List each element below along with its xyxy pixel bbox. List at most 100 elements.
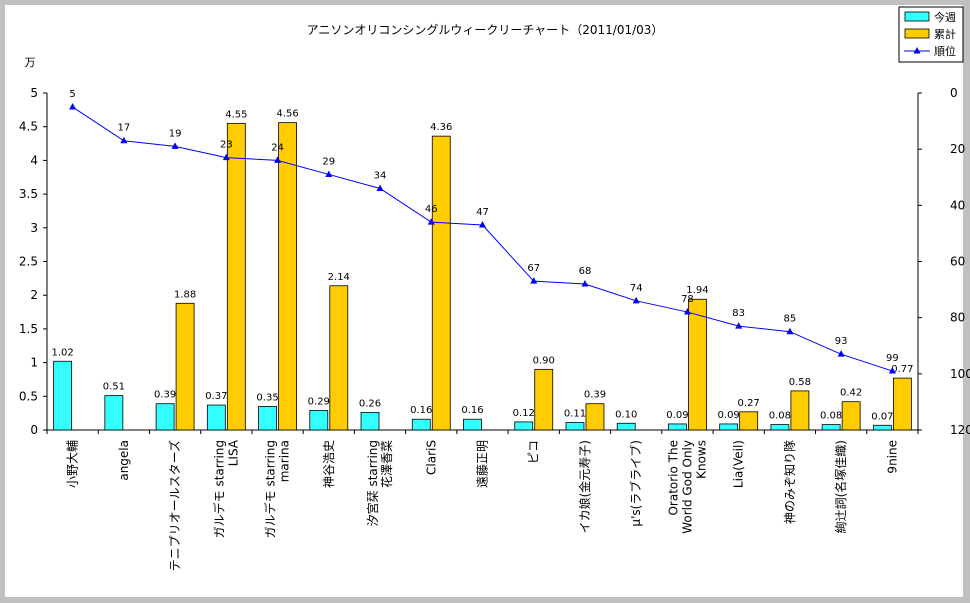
total-bar	[790, 390, 810, 431]
x-tick-label: ガルデモ starringmarina	[263, 440, 292, 538]
rank-label: 29	[322, 156, 335, 167]
y2-tick-label: 120	[950, 423, 970, 437]
x-tick-label: ガルデモ starringLISA	[211, 439, 240, 538]
rank-label: 5	[69, 89, 75, 100]
legend-swatch	[904, 11, 930, 22]
x-tick-label: イカ娘(金元寿子)	[577, 440, 592, 533]
legend-swatch	[904, 28, 930, 39]
rank-marker	[325, 170, 333, 177]
weekly-bar	[770, 424, 790, 431]
x-tick-label: μ's(ラブライブ)	[628, 440, 643, 527]
x-tick-label: 絢辻詞(名塚佳織)	[833, 440, 848, 533]
x-tick-label: 神谷浩史	[322, 440, 336, 488]
y-tick-label: 3.5	[19, 187, 38, 201]
x-tick-label: テニプリオールスターズ	[167, 440, 182, 571]
y-tick-label: 5	[30, 86, 38, 100]
rank-marker	[376, 184, 384, 191]
weekly-bar-label: 0.39	[154, 390, 176, 401]
total-bar-label: 0.90	[533, 355, 555, 366]
rank-marker	[735, 322, 743, 329]
y2-tick-label: 40	[950, 198, 965, 212]
total-bar	[534, 368, 554, 431]
rank-label: 23	[220, 140, 233, 151]
weekly-bar	[309, 410, 329, 431]
weekly-bar	[360, 412, 380, 431]
y-tick-label: 1.5	[19, 322, 38, 336]
legend-label: 順位	[934, 44, 956, 58]
y-axis-label: 万	[25, 56, 36, 69]
y-tick-label: 0.5	[19, 389, 38, 403]
weekly-bar-label: 0.26	[359, 398, 381, 409]
weekly-bar	[206, 404, 226, 431]
total-bar-label: 0.42	[840, 388, 862, 399]
x-tick-label: ピコ	[527, 440, 541, 464]
y-tick-label: 4.5	[19, 120, 38, 134]
weekly-bar-label: 0.08	[769, 411, 791, 422]
rank-line-series: 5 17 19 23 24 29 34 46 47 67 68 74 78 83 85 93 99	[69, 89, 899, 374]
total-bar	[688, 298, 707, 431]
y-tick-label: 1	[30, 356, 38, 370]
total-bar-label: 0.77	[891, 364, 913, 375]
x-tick-label: angela	[117, 440, 131, 481]
rank-label: 85	[784, 314, 797, 325]
total-bar	[278, 122, 297, 431]
total-bar-label: 1.94	[686, 285, 708, 296]
x-tick-label: 小野大輔	[66, 440, 80, 488]
weekly-bar	[258, 406, 277, 431]
y2-tick-label: 60	[950, 255, 965, 269]
y2-tick-label: 100	[950, 367, 970, 381]
weekly-bar	[155, 403, 175, 431]
x-tick-label: Oratorio TheWorld God OnlyKnows	[666, 440, 708, 534]
rank-marker	[837, 350, 845, 357]
y-tick-label: 4	[30, 153, 38, 167]
x-tick-label: 汐宮栞 starring花澤香菜	[365, 440, 394, 526]
total-bar-label: 0.27	[738, 398, 760, 409]
weekly-bar	[514, 421, 534, 431]
weekly-bar-label: 1.02	[51, 347, 73, 358]
x-tick-label: ClariS	[424, 440, 438, 475]
weekly-bar-label: 0.35	[256, 392, 278, 403]
weekly-bar-label: 0.29	[308, 396, 330, 407]
weekly-bar	[616, 422, 636, 431]
rank-label: 24	[271, 142, 284, 153]
rank-marker	[120, 136, 128, 144]
total-bar-label: 2.14	[328, 272, 350, 283]
total-bar	[226, 122, 246, 431]
rank-label: 47	[476, 207, 489, 218]
weekly-bar-label: 0.09	[718, 410, 740, 421]
total-bar	[431, 135, 451, 431]
bar-series: 1.02 0.51 0.39 0.37 0.35 0.29 0.26 0.16 0.16 0.12…	[51, 109, 914, 431]
weekly-bar-label: 0.12	[513, 408, 535, 419]
total-bar	[329, 285, 349, 431]
y2-tick-label: 80	[950, 311, 965, 325]
rank-marker	[581, 279, 589, 287]
rank-label: 46	[425, 204, 438, 215]
rank-label: 19	[169, 128, 182, 139]
rank-label: 99	[886, 353, 899, 364]
weekly-bar-label: 0.10	[615, 409, 637, 420]
chart-title: アニソンオリコンシングルウィークリーチャート（2011/01/03）	[307, 23, 664, 37]
x-tick-label: Lia(Veil)	[732, 440, 746, 488]
rank-marker	[479, 220, 486, 228]
legend-marker	[913, 47, 921, 54]
rank-label: 17	[117, 123, 130, 134]
legend-label: 累計	[934, 27, 956, 41]
y-tick-label: 0	[30, 423, 38, 437]
rank-line	[72, 106, 893, 372]
total-bar-label: 0.58	[789, 377, 811, 388]
weekly-bar-label: 0.09	[666, 410, 688, 421]
total-bar	[892, 377, 912, 431]
rank-label: 34	[374, 170, 387, 181]
rank-marker	[427, 218, 435, 225]
rank-label: 68	[579, 266, 592, 277]
rank-marker	[632, 296, 640, 304]
rank-marker	[786, 327, 794, 335]
legend-label: 今週	[934, 10, 956, 24]
total-bar-label: 4.56	[276, 109, 298, 120]
chart-background	[5, 5, 963, 597]
weekly-bar	[565, 422, 585, 431]
weekly-bar	[719, 423, 739, 431]
rank-marker	[171, 142, 179, 149]
